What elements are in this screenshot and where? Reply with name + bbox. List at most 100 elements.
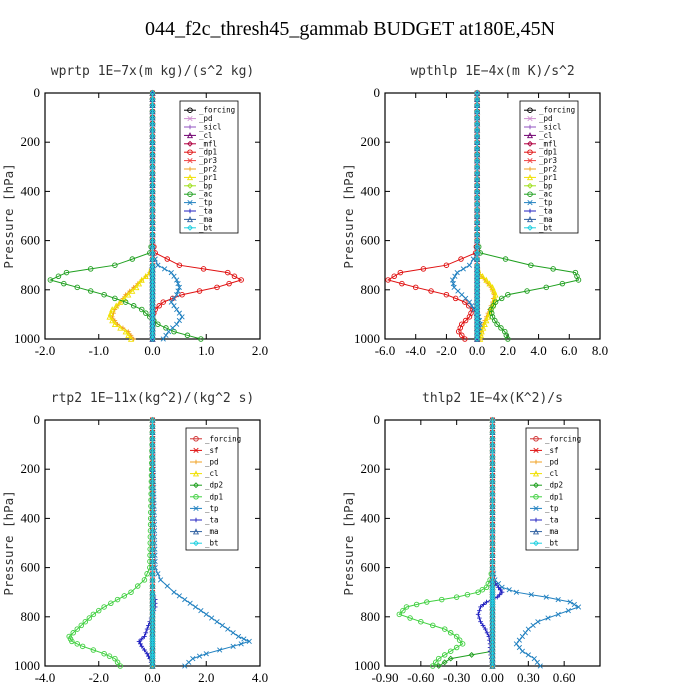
data-point [149,626,156,633]
y-tick-label: 1000 [14,331,40,346]
data-point [133,284,140,291]
data-point [111,320,118,327]
data-point [543,594,549,600]
legend-label: _pr3 [539,156,557,165]
data-point [489,601,496,608]
data-point [543,284,550,291]
data-point [469,303,475,309]
data-point [149,336,156,342]
data-point [494,321,500,327]
data-point [214,284,220,291]
data-point [129,256,136,262]
data-point [489,503,496,510]
legend-item: _tp [524,198,553,207]
data-point [474,90,481,96]
legend-label: _sicl [539,123,562,132]
data-point [149,273,156,280]
data-point [230,630,236,636]
data-point [176,593,182,599]
data-point [459,332,465,339]
data-point [489,515,496,522]
data-point [176,310,182,316]
data-point [114,596,121,603]
data-point [412,284,419,291]
data-point [489,441,496,448]
legend-item: _cl [524,131,553,140]
data-point [134,583,141,589]
series-line [152,93,183,340]
data-point [155,262,161,268]
data-point [138,641,143,647]
y-axis-label: Pressure [hPa] [341,490,356,595]
data-point [149,306,156,313]
data-point [397,269,404,276]
legend-label: _ma [199,215,213,224]
data-point [458,256,464,262]
data-point [462,317,469,324]
legend-marker [533,505,539,512]
figure-title: 044_f2c_thresh45_gammab BUDGET at180E,45… [144,18,556,40]
data-point [166,329,172,335]
data-point [479,586,486,593]
data-point [466,262,473,268]
legend-item: _bt [524,223,553,232]
x-tick-label: 8.0 [592,343,608,358]
data-point [531,656,537,662]
data-point [489,478,496,485]
data-point [567,599,573,605]
data-point [575,604,582,610]
legend-label: _ta [199,207,213,216]
data-point [149,527,156,534]
legend-item: _ma [530,527,559,536]
legend-marker [533,494,539,500]
data-point [87,288,94,294]
legend-item: _pd [524,114,553,123]
legend-marker [193,459,199,465]
data-point [474,284,481,291]
data-point [489,497,496,503]
data-point [209,615,215,621]
data-point [489,604,496,610]
data-point [149,472,156,479]
series-bt [489,417,496,669]
legend-label: _sf [205,446,219,455]
data-point [149,237,156,244]
legend-item: _ma [184,215,213,224]
legend-item: _cl [190,469,219,478]
data-point [477,615,482,621]
data-point [489,417,496,423]
data-point [502,256,509,262]
data-point [149,120,156,127]
data-point [238,641,244,647]
data-point [464,591,471,598]
data-point [489,558,496,565]
data-point [474,295,481,302]
data-point [447,655,454,662]
data-point [475,612,481,617]
legend: _forcing_pd_sicl_cl_mfl_dp1_pr3_pr2_pr1_… [519,100,579,234]
data-point [488,306,494,313]
data-point [430,622,436,629]
data-point [474,249,481,256]
data-point [149,256,156,262]
data-point [453,644,460,651]
legend-marker [193,482,199,489]
legend-marker [192,528,200,535]
y-axis-label: Pressure [hPa] [1,163,16,268]
legend: _forcing _sf _pd _cl _dp2 _dp1 _tp _ta _ma _bt [185,427,241,551]
data-point [489,546,496,553]
data-point [149,321,156,328]
data-point [499,589,505,595]
legend-label: _bp [539,181,553,190]
y-tick-label: 600 [361,233,381,248]
data-point [545,615,551,621]
legend-marker [532,528,540,535]
data-point [391,273,397,280]
legend-label: _pr2 [539,165,557,174]
legend-item: _forcing [190,434,241,443]
data-point [149,546,156,553]
x-tick-label: -1.0 [88,343,109,358]
data-point [530,622,536,629]
legend-item: _pr1 [524,173,557,182]
data-point [474,231,481,238]
